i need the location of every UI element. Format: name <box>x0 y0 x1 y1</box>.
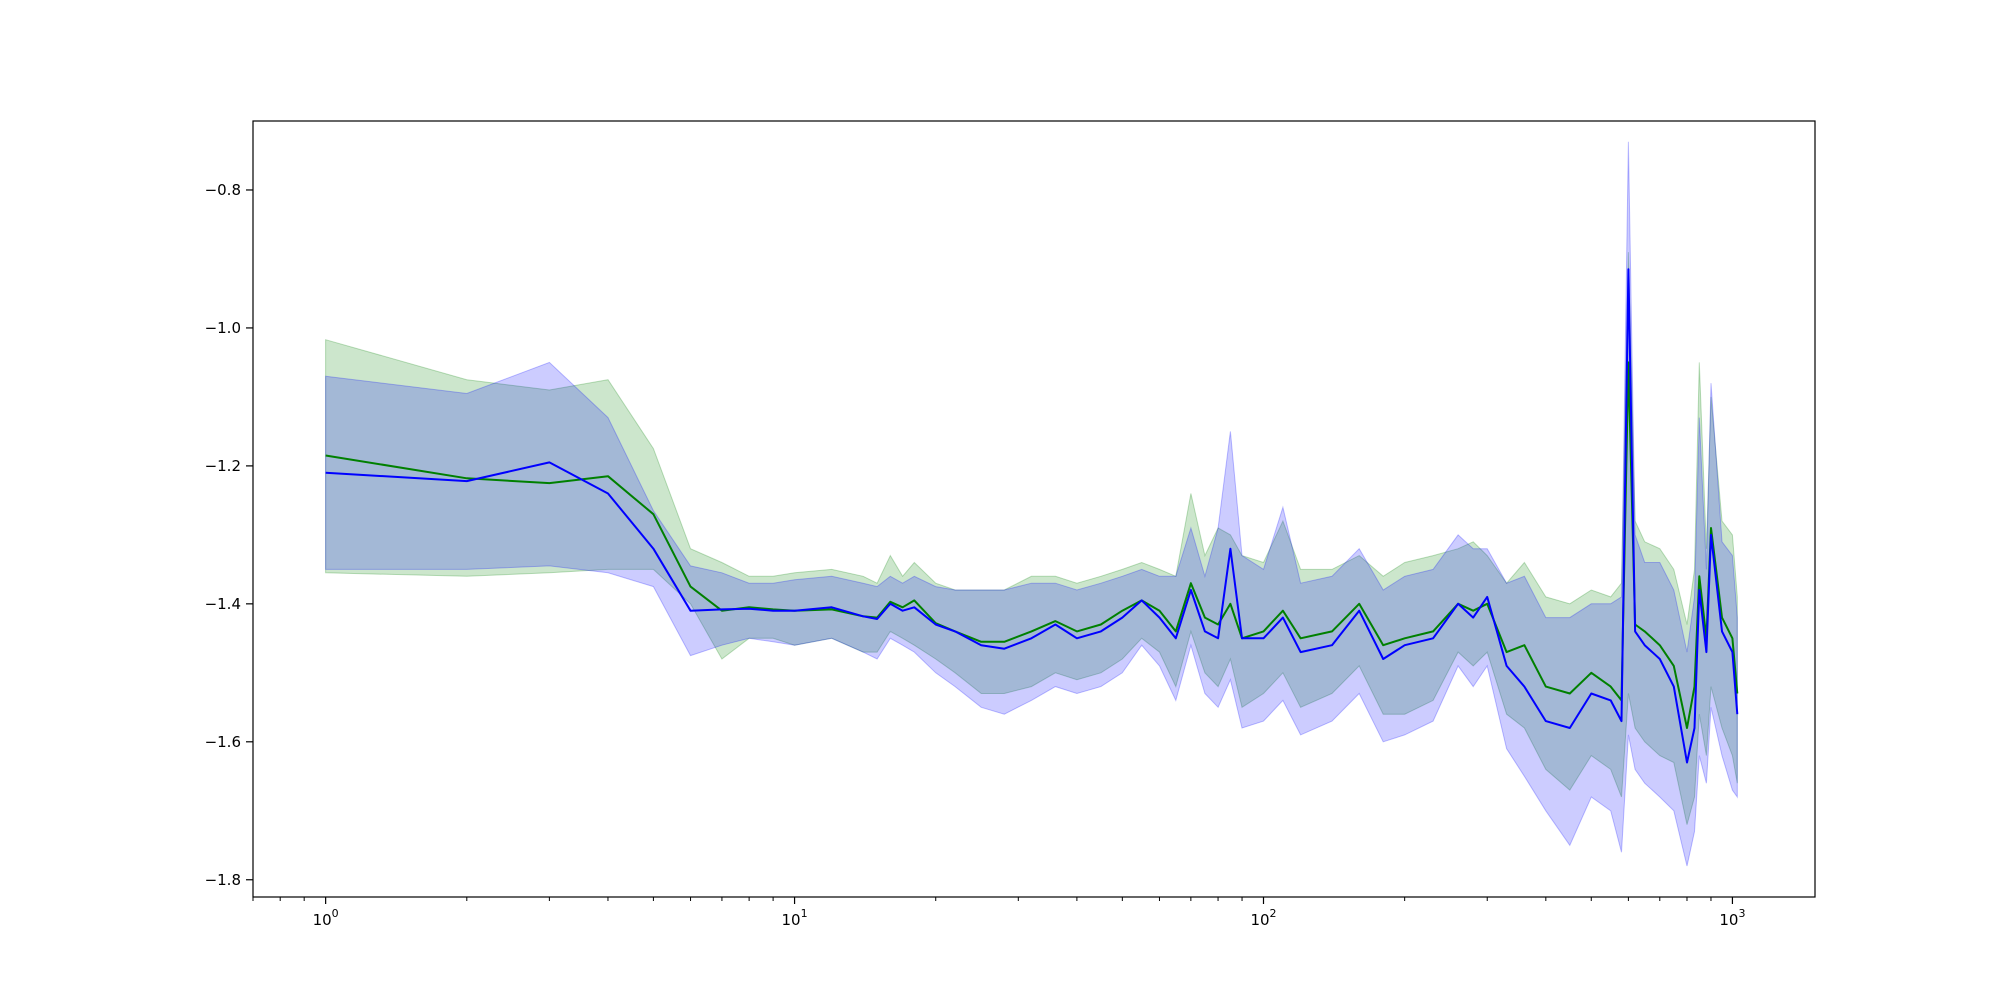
x-tick-label: 100 <box>313 907 339 929</box>
y-tick-label: −1.0 <box>205 319 241 337</box>
y-tick-label: −0.8 <box>205 181 241 199</box>
axes-frame <box>252 120 1816 898</box>
y-tick-label: −1.2 <box>205 457 241 475</box>
y-tick-label: −1.6 <box>205 733 241 751</box>
series-1-line <box>325 361 1739 729</box>
series-2-line <box>325 268 1739 764</box>
y-axis: −0.8 −1.0 −1.2 −1.4 −1.6 −1.8 <box>205 181 253 889</box>
x-tick-label: 101 <box>782 907 808 929</box>
x-tick-label: 103 <box>1719 907 1745 929</box>
series-1-band <box>325 252 1738 825</box>
confidence-bands <box>325 141 1738 867</box>
y-tick-label: −1.8 <box>205 871 241 889</box>
y-tick-label: −1.4 <box>205 595 241 613</box>
x-tick-label: 102 <box>1250 907 1276 929</box>
plot-area <box>325 141 1739 867</box>
series-lines <box>325 268 1739 764</box>
series-2-band <box>325 141 1738 867</box>
x-axis: 100 101 102 103 <box>252 897 1745 929</box>
